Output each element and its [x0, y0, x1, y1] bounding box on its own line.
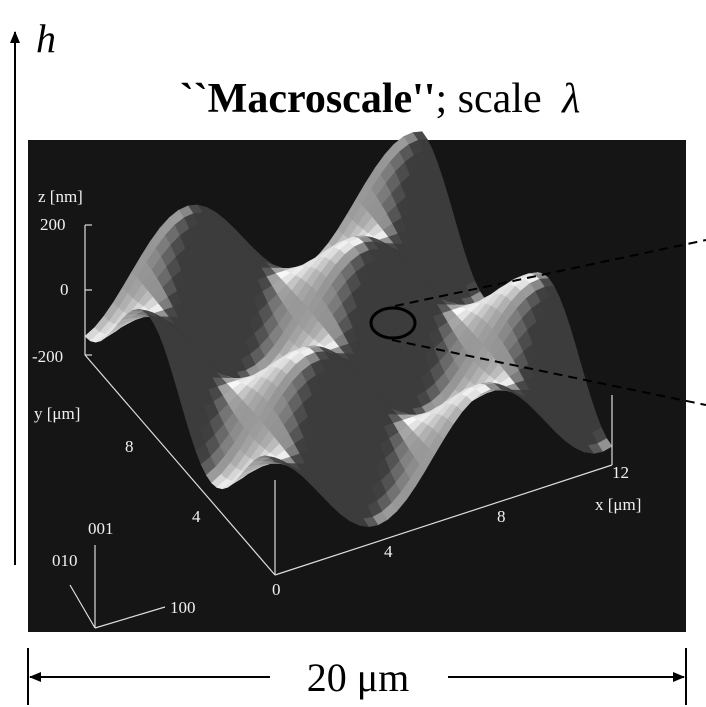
title-rest: ; scale: [435, 76, 552, 122]
zoom-ellipse: [369, 306, 417, 340]
y-tick-label: 8: [125, 437, 134, 456]
y-label: y [μm]: [34, 404, 80, 423]
surface: [84, 131, 613, 528]
zoom-line: [391, 339, 706, 406]
x-tick-label: 8: [497, 507, 506, 526]
y-axis: [84, 354, 276, 576]
orient-100: [94, 606, 166, 629]
orient-label: 100: [170, 598, 196, 617]
z-tick-label: 200: [40, 215, 66, 234]
axis-label: h: [36, 16, 56, 61]
y-tick-label: 4: [192, 507, 201, 526]
orient-label: 010: [52, 551, 78, 570]
x-tick-label: 12: [612, 463, 629, 482]
orient-010: [69, 584, 96, 629]
title-bold: ``Macroscale'': [180, 76, 436, 122]
x-tick-label: 4: [384, 542, 393, 561]
z-tick-label: 0: [60, 280, 69, 299]
x-tick-label: 0: [272, 580, 281, 599]
x-label: x [μm]: [595, 495, 641, 514]
z-tick-label: -200: [32, 347, 63, 366]
x-axis: [274, 464, 613, 576]
axes: [69, 224, 613, 629]
title: ``Macroscale''; scale λ: [180, 76, 581, 122]
zoom-line: [394, 239, 706, 307]
surface-facet: [269, 456, 285, 465]
orient-label: 001: [88, 519, 114, 538]
title-symbol: λ: [560, 76, 580, 122]
z-label: z [nm]: [38, 187, 83, 206]
scale-label: 20 μm: [307, 655, 410, 700]
